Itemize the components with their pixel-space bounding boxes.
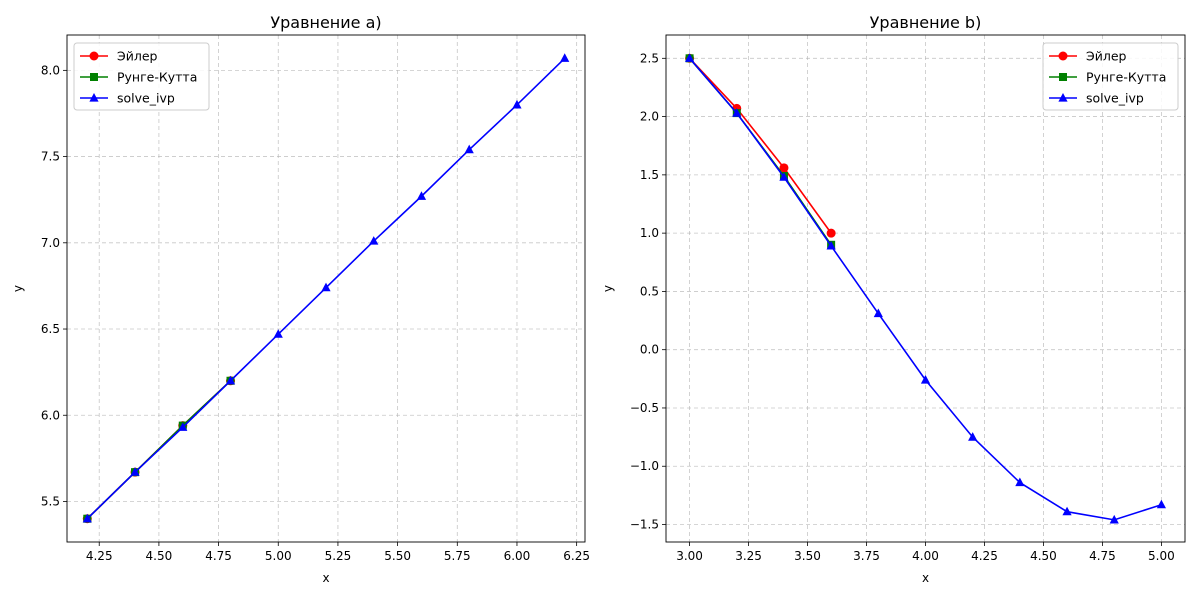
legend-marker bbox=[1058, 93, 1068, 102]
series-line bbox=[688, 57, 832, 246]
legend-label: Рунге-Кутта bbox=[1086, 70, 1166, 85]
chart-a: 4.25 4.50 4.75 5.00 5.25 5.50 5.75 6.00 6.25 5.5 6… bbox=[11, 13, 590, 585]
x-tick-label: 4.25 bbox=[971, 549, 998, 563]
x-tick-label: 4.25 bbox=[86, 549, 113, 563]
legend-marker bbox=[1058, 51, 1068, 61]
y-tick-label: 5.5 bbox=[41, 494, 60, 508]
legend-box bbox=[73, 42, 210, 111]
data-point bbox=[826, 228, 836, 238]
legend-label: Рунге-Кутта bbox=[117, 70, 197, 85]
legend-item: Рунге-Кутта bbox=[80, 70, 197, 85]
legend-marker bbox=[90, 73, 98, 81]
y-tick-label: −1.0 bbox=[630, 459, 659, 473]
data-point bbox=[1156, 499, 1167, 509]
data-point bbox=[178, 422, 188, 431]
legend-label: solve_ivp bbox=[1086, 91, 1144, 106]
legend: Эйлер Рунге-Кутта solve_ivp bbox=[73, 42, 210, 111]
y-axis-label: y bbox=[601, 285, 615, 292]
x-axis-label: x bbox=[322, 571, 329, 585]
data-point bbox=[779, 163, 789, 173]
y-tick-label: 0.0 bbox=[640, 343, 659, 357]
data-point bbox=[321, 282, 331, 292]
y-tick-label: −1.5 bbox=[630, 518, 659, 532]
x-tick-label: 4.50 bbox=[146, 549, 173, 563]
y-tick-label: 6.0 bbox=[41, 408, 60, 422]
data-point bbox=[273, 329, 283, 338]
y-tick-label: 2.0 bbox=[640, 110, 659, 124]
x-tick-label: 4.75 bbox=[1089, 549, 1116, 563]
legend: Эйлер Рунге-Кутта solve_ivp bbox=[1042, 42, 1179, 111]
x-tick-label: 4.50 bbox=[1030, 549, 1057, 563]
x-tick-label: 5.00 bbox=[1148, 549, 1175, 563]
y-tick-label: 1.5 bbox=[640, 168, 659, 182]
legend-box bbox=[1042, 42, 1179, 111]
legend-item: solve_ivp bbox=[80, 91, 175, 106]
y-tick-label: 0.5 bbox=[640, 284, 659, 298]
data-point bbox=[968, 432, 978, 441]
legend-label: Эйлер bbox=[117, 49, 158, 64]
legend-marker bbox=[89, 51, 99, 61]
data-point bbox=[82, 513, 92, 523]
data-point bbox=[873, 308, 883, 318]
y-tick-label: 7.5 bbox=[41, 150, 60, 164]
data-point bbox=[130, 467, 140, 476]
x-tick-label: 3.75 bbox=[853, 549, 880, 563]
axes-frame bbox=[66, 34, 586, 543]
x-tick-label: 5.50 bbox=[384, 549, 411, 563]
data-point bbox=[225, 375, 236, 385]
y-axis-label: y bbox=[11, 285, 25, 292]
data-point bbox=[416, 191, 427, 200]
x-tick-label: 6.00 bbox=[504, 549, 531, 563]
chart-b: 3.00 3.25 3.50 3.75 4.00 4.25 4.50 4.75 5.00 2.5 2… bbox=[601, 13, 1186, 585]
series-line bbox=[689, 57, 832, 234]
series-triangle bbox=[684, 53, 1167, 524]
x-tick-label: 5.75 bbox=[444, 549, 471, 563]
data-point bbox=[1062, 506, 1072, 516]
y-tick-label: 7.0 bbox=[41, 236, 60, 250]
x-tick-label: 5.25 bbox=[325, 549, 352, 563]
data-point bbox=[1109, 514, 1119, 524]
x-tick-label: 4.00 bbox=[912, 549, 939, 563]
legend-marker bbox=[89, 93, 99, 102]
y-tick-label: 6.5 bbox=[41, 322, 60, 336]
y-tick-label: −0.5 bbox=[630, 401, 659, 415]
data-point bbox=[512, 99, 522, 109]
legend-item: Эйлер bbox=[80, 49, 158, 64]
chart-title: Уравнение b) bbox=[870, 13, 982, 32]
data-point bbox=[560, 53, 570, 62]
legend-label: solve_ivp bbox=[117, 91, 175, 106]
x-tick-label: 3.25 bbox=[735, 549, 762, 563]
chart-title: Уравнение a) bbox=[270, 13, 381, 32]
y-tick-label: 8.0 bbox=[41, 63, 60, 77]
legend-marker bbox=[1059, 73, 1067, 81]
y-tick-label: 2.5 bbox=[640, 51, 659, 65]
data-point bbox=[369, 236, 379, 245]
series-triangle bbox=[82, 53, 570, 523]
data-point bbox=[464, 144, 474, 154]
x-tick-label: 3.50 bbox=[794, 549, 821, 563]
x-tick-label: 4.75 bbox=[205, 549, 232, 563]
legend-label: Эйлер bbox=[1086, 49, 1127, 64]
x-axis-label: x bbox=[922, 571, 929, 585]
legend-item: Эйлер bbox=[1049, 49, 1127, 64]
data-point bbox=[826, 240, 836, 250]
x-tick-label: 5.00 bbox=[265, 549, 292, 563]
y-tick-label: 1.0 bbox=[640, 226, 659, 240]
grid bbox=[666, 35, 1185, 542]
data-point bbox=[1015, 477, 1025, 487]
x-tick-label: 6.25 bbox=[563, 549, 590, 563]
data-point bbox=[732, 108, 742, 117]
data-point bbox=[779, 172, 789, 181]
data-point bbox=[920, 374, 931, 384]
x-tick-label: 3.00 bbox=[676, 549, 703, 563]
legend-item: solve_ivp bbox=[1049, 91, 1144, 106]
legend-item: Рунге-Кутта bbox=[1049, 70, 1166, 85]
data-point bbox=[684, 53, 695, 62]
